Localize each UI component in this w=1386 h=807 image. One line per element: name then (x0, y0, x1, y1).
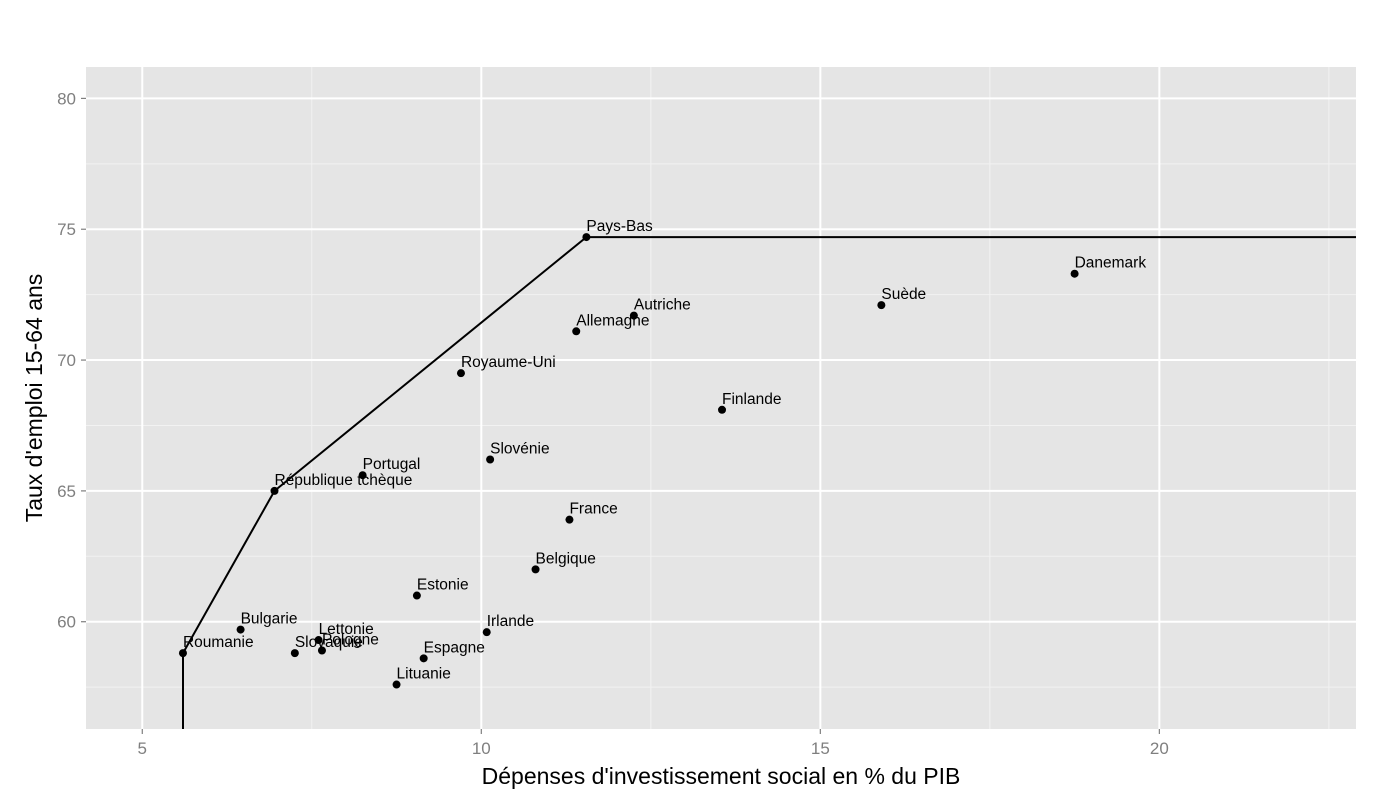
data-point (314, 636, 323, 645)
data-point (317, 646, 326, 655)
data-point (456, 369, 465, 378)
x-tick-label: 15 (811, 739, 830, 758)
data-point (629, 311, 638, 320)
y-tick-label: 70 (57, 351, 76, 370)
data-point (236, 625, 245, 634)
x-axis-ticks: 5 10 15 20 (138, 729, 1169, 758)
y-tick-label: 65 (57, 482, 76, 501)
point-label: Bulgarie (241, 611, 298, 628)
point-label: République tchèque (274, 472, 412, 489)
point-label: Finlande (722, 391, 781, 408)
data-point (412, 591, 421, 600)
point-label: Espagne (424, 639, 485, 656)
point-label: France (569, 501, 617, 518)
y-tick-label: 75 (57, 220, 76, 239)
point-label: Pays-Bas (586, 218, 653, 235)
data-point (358, 471, 367, 480)
point-label: Belgique (536, 550, 596, 567)
point-labels: Roumanie Bulgarie République tchèque Slovaq… (183, 218, 1146, 682)
data-point (877, 301, 886, 310)
data-point (531, 565, 540, 574)
x-axis-title: Dépenses d'investissement social en % du… (482, 763, 961, 789)
point-label: Irlande (487, 613, 534, 630)
plot-panel (86, 67, 1356, 729)
point-label: Slovénie (490, 440, 549, 457)
grid-major-lines (86, 67, 1356, 729)
point-label: Allemagne (576, 312, 649, 329)
data-point (482, 628, 491, 637)
point-label: Slovaquie (295, 634, 363, 651)
point-label: Portugal (363, 456, 421, 473)
y-axis-ticks: 60 65 70 75 80 (57, 89, 86, 632)
point-label: Royaume-Uni (461, 354, 556, 371)
x-tick-label: 5 (138, 739, 147, 758)
point-label: Roumanie (183, 634, 254, 651)
data-point (486, 455, 495, 464)
y-axis-title: Taux d'emploi 15-64 ans (21, 274, 47, 523)
x-tick-label: 20 (1150, 739, 1169, 758)
data-point (1070, 269, 1079, 278)
y-tick-label: 80 (57, 89, 76, 108)
data-point (565, 515, 574, 524)
point-label: Lettonie (319, 621, 374, 638)
data-point (572, 327, 581, 336)
data-point (718, 405, 727, 414)
data-point (419, 654, 428, 663)
data-points (178, 233, 1079, 689)
point-label: Suède (881, 286, 926, 303)
point-label: Pologne (322, 632, 379, 649)
data-point (178, 649, 187, 658)
data-point (290, 649, 299, 658)
data-point (270, 486, 279, 495)
point-label: Estonie (417, 577, 469, 594)
data-point (392, 680, 401, 689)
data-point (582, 233, 591, 242)
grid-minor-lines (86, 67, 1356, 729)
x-tick-label: 10 (472, 739, 491, 758)
point-label: Lituanie (397, 666, 451, 683)
point-label: Autriche (634, 297, 691, 314)
point-label: Danemark (1075, 255, 1147, 272)
y-tick-label: 60 (57, 613, 76, 632)
